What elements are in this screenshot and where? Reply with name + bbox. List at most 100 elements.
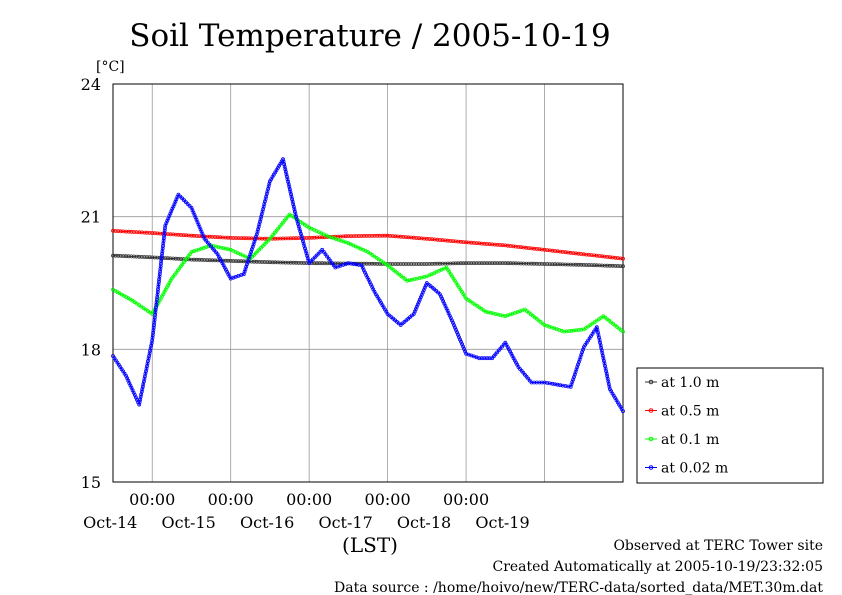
series-point xyxy=(417,276,422,280)
series-point xyxy=(300,236,305,241)
series-point xyxy=(550,262,555,267)
legend: at 1.0 m at 0.5 m at 0.1 m at 0.02 m xyxy=(636,367,824,484)
series-point xyxy=(375,233,380,238)
series-point xyxy=(422,274,427,279)
x-tick-label: 00:00 xyxy=(365,490,411,509)
series-point xyxy=(137,400,142,404)
series-point xyxy=(486,310,491,315)
series-point xyxy=(296,222,301,226)
footer-source: Data source : /home/hoivo/new/TERC-data/… xyxy=(334,580,823,595)
series-point xyxy=(214,244,218,249)
series-point xyxy=(375,261,380,266)
series-point xyxy=(309,259,313,264)
series-point xyxy=(572,328,576,333)
series-point xyxy=(604,371,609,376)
series-point xyxy=(540,380,544,385)
series-at-0-5-m xyxy=(111,228,625,261)
x-tick-label: 00:00 xyxy=(286,490,332,509)
series-point xyxy=(223,246,228,251)
series-point xyxy=(422,262,427,266)
series-point xyxy=(231,236,236,240)
legend-swatch-marker xyxy=(648,465,654,470)
y-axis-unit: [°C] xyxy=(96,59,125,75)
series-point xyxy=(298,231,303,236)
series-point xyxy=(529,261,534,266)
series-point xyxy=(301,239,305,244)
series-point xyxy=(241,236,246,241)
series-point xyxy=(226,247,231,252)
series-point xyxy=(182,198,186,203)
legend-label: at 0.02 m xyxy=(661,461,728,477)
series-point xyxy=(577,328,581,332)
series-point xyxy=(297,226,302,231)
series-point xyxy=(287,184,292,189)
series-point xyxy=(290,199,295,204)
series-point xyxy=(187,203,192,208)
series-point xyxy=(158,266,163,271)
y-tick-label: 24 xyxy=(81,75,101,94)
series-point xyxy=(285,174,289,179)
series-point xyxy=(150,335,155,340)
y-tick-label: 15 xyxy=(81,473,101,492)
series-point xyxy=(519,261,523,266)
series-point xyxy=(621,264,625,269)
series-point xyxy=(162,228,167,233)
series-point xyxy=(477,261,482,266)
y-tick-label: 18 xyxy=(81,340,101,359)
series-point xyxy=(354,234,359,238)
x-axis-label: (LST) xyxy=(342,533,398,557)
series-point xyxy=(145,364,149,369)
series-point xyxy=(162,233,167,238)
footer-observed: Observed at TERC Tower site xyxy=(613,538,823,554)
series-point xyxy=(529,380,534,385)
plot-frame xyxy=(112,83,624,483)
series-point xyxy=(156,279,161,284)
series-point xyxy=(146,356,151,361)
series-point xyxy=(303,248,308,253)
series-point xyxy=(140,387,145,392)
series-point xyxy=(500,313,505,318)
series-point xyxy=(292,207,297,212)
series-point xyxy=(584,263,589,267)
series-point xyxy=(564,329,569,334)
grid xyxy=(113,84,623,482)
series-point xyxy=(159,256,164,261)
series-point xyxy=(409,262,414,266)
series-point xyxy=(262,236,267,241)
series-point xyxy=(158,261,163,266)
series-point xyxy=(161,238,166,243)
series-point xyxy=(498,313,503,318)
series-point xyxy=(160,246,165,251)
series-point xyxy=(157,274,162,279)
series-point xyxy=(138,394,143,399)
series-point xyxy=(574,328,579,333)
footer-created: Created Automatically at 2005-10-19/23:3… xyxy=(492,559,823,575)
y-tick-label: 21 xyxy=(81,208,101,227)
series-point xyxy=(180,196,185,201)
series-point xyxy=(302,244,307,248)
series-point xyxy=(156,284,161,289)
series-point xyxy=(192,257,197,262)
series-point xyxy=(296,260,301,265)
series-point xyxy=(511,261,516,266)
series-layer xyxy=(111,157,625,414)
legend-swatch-marker xyxy=(648,436,654,442)
legend-label: at 1.0 m xyxy=(661,375,719,391)
series-point xyxy=(153,307,158,312)
legend-swatch-marker xyxy=(648,379,654,385)
x-tick-label: 00:00 xyxy=(129,490,175,509)
x-date-label: Oct-14 xyxy=(83,513,137,532)
series-point xyxy=(221,246,226,251)
series-line xyxy=(112,213,624,333)
series-point xyxy=(567,329,571,334)
series-point xyxy=(596,333,601,337)
legend-items: at 1.0 m at 0.5 m at 0.1 m at 0.02 m xyxy=(645,375,728,477)
series-point xyxy=(398,262,403,266)
series-point xyxy=(493,312,498,316)
series-point xyxy=(160,251,165,256)
series-point xyxy=(488,310,493,315)
series-point xyxy=(152,318,157,322)
series-point xyxy=(310,257,315,262)
series-point xyxy=(563,262,568,267)
y-axis: 15 18 21 24 xyxy=(81,75,101,492)
